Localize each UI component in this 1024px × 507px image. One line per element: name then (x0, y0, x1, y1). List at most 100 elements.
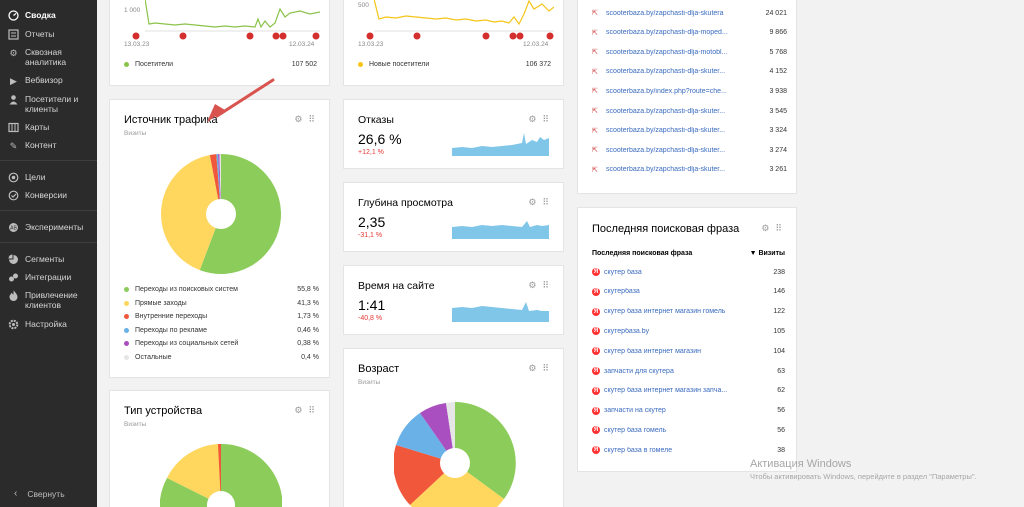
target-icon (8, 172, 19, 183)
url-row[interactable]: ⇱ scooterbaza.by/zapchasti-dlja-skuter..… (592, 107, 787, 116)
phrase-link[interactable]: скутер база интернет магазин запча... (604, 387, 728, 395)
url-row[interactable]: ⇱ scooterbaza.by/zapchasti-dlja-motobl..… (592, 48, 787, 57)
url-link[interactable]: scooterbaza.by/zapchasti-dlja-skuter... (606, 146, 726, 154)
drag-handle-icon[interactable]: ⠿ (775, 223, 782, 233)
metric-title: Время на сайте (358, 280, 435, 292)
traffic-source-card: Источник трафика Визиты ⚙ ⠿ Переходы из … (109, 99, 330, 378)
series-total: 106 372 (525, 61, 551, 68)
phrase-row[interactable]: Я скутер база гомель 56 (592, 426, 785, 435)
drag-handle-icon[interactable]: ⠿ (308, 405, 315, 415)
phrase-row[interactable]: Я запчасти на скутер 56 (592, 406, 785, 415)
gear-icon[interactable]: ⚙ (528, 280, 537, 290)
sidebar-item-integrations[interactable]: Интеграции (0, 272, 97, 283)
url-link[interactable]: scooterbaza.by/zapchasti-dlja-motobl... (606, 48, 728, 56)
phrase-link[interactable]: скутер база интернет магазин (604, 347, 701, 355)
gear-icon[interactable]: ⚙ (528, 363, 537, 373)
pie-slice[interactable] (199, 154, 282, 274)
sidebar-item-content[interactable]: ✎ Контент (0, 140, 97, 151)
pie-slice[interactable] (219, 154, 221, 214)
url-link[interactable]: scooterbaza.by/zapchasti-dlja-moped... (606, 29, 728, 37)
sidebar-item-label: Вебвизор (25, 75, 63, 85)
phrase-link[interactable]: скутербаза.by (604, 327, 650, 335)
phrase-row[interactable]: Я скутербаза.by 105 (592, 327, 785, 336)
phrase-row[interactable]: Я скутер база в гомеле 38 (592, 446, 785, 455)
legend-row[interactable]: Внутренние переходы 1,73 % (124, 313, 319, 320)
url-row[interactable]: ⇱ scooterbaza.by/zapchasti-dlja-skuter..… (592, 68, 787, 76)
phrase-row[interactable]: Я скутер база интернет магазин гомель 12… (592, 307, 785, 316)
legend-row[interactable]: Переходы по рекламе 0,46 % (124, 327, 319, 334)
url-link[interactable]: scooterbaza.by/zapchasti-dlja-skutera (606, 9, 724, 17)
url-link[interactable]: scooterbaza.by/zapchasti-dlja-skuter... (606, 127, 726, 135)
gear-icon[interactable]: ⚙ (294, 405, 303, 415)
url-row[interactable]: ⇱ scooterbaza.by/zapchasti-dlja-skutera … (592, 9, 787, 18)
gear-icon[interactable]: ⚙ (294, 114, 303, 124)
url-row[interactable]: ⇱ scooterbaza.by/zapchasti-dlja-moped...… (592, 29, 787, 37)
url-row[interactable]: ⇱ scooterbaza.by/index.php?route=che... … (592, 87, 787, 96)
pie-slice[interactable] (216, 154, 221, 214)
series-legend: Посетители (124, 61, 173, 68)
sidebar-item-label: Цели (25, 172, 46, 182)
legend-row[interactable]: Остальные 0,4 % (124, 354, 319, 361)
sidebar-item-goals[interactable]: Цели (0, 172, 97, 183)
metric-delta: -31,1 % (358, 232, 383, 239)
legend-label: Переходы по рекламе (135, 326, 208, 334)
collapse-button[interactable]: ‹ Свернуть (14, 488, 65, 499)
metric-title: Глубина просмотра (358, 197, 453, 209)
gear-icon[interactable]: ⚙ (528, 114, 537, 124)
phrase-link[interactable]: скутер база гомель (604, 426, 667, 434)
legend-row[interactable]: Переходы из социальных сетей 0,38 % (124, 340, 319, 347)
url-link[interactable]: scooterbaza.by/zapchasti-dlja-skuter... (606, 166, 726, 174)
sidebar-item-summary[interactable]: Сводка (0, 10, 97, 21)
sidebar-item-visitors[interactable]: Посетители и клиенты (0, 94, 97, 114)
url-link[interactable]: scooterbaza.by/zapchasti-dlja-skuter... (606, 107, 726, 115)
phrase-link[interactable]: скутербаза (604, 288, 640, 296)
drag-handle-icon[interactable]: ⠿ (542, 197, 549, 207)
url-row[interactable]: ⇱ scooterbaza.by/zapchasti-dlja-skuter..… (592, 146, 787, 155)
sidebar-item-crosscut-analytics[interactable]: ⚙ Сквозная аналитика (0, 47, 97, 67)
legend-row[interactable]: Переходы из поисковых систем 55,8 % (124, 286, 319, 293)
sidebar-item-webvisor[interactable]: ▶ Вебвизор (0, 75, 97, 86)
legend-row[interactable]: Прямые заходы 41,3 % (124, 300, 319, 307)
column-header-visits[interactable]: ▼ Визиты (749, 250, 785, 257)
url-row[interactable]: ⇱ scooterbaza.by/zapchasti-dlja-skuter..… (592, 127, 787, 135)
sidebar-item-conversions[interactable]: Конверсии (0, 190, 97, 201)
url-row[interactable]: ⇱ scooterbaza.by/zapchasti-dlja-skuter..… (592, 166, 787, 174)
phrase-link[interactable]: запчасти на скутер (604, 407, 666, 415)
phrase-link[interactable]: скутер база (604, 268, 642, 276)
drag-handle-icon[interactable]: ⠿ (308, 114, 315, 124)
legend-dot (358, 62, 363, 67)
card-title: Последняя поисковая фраза (592, 223, 740, 235)
gear-icon[interactable]: ⚙ (761, 223, 770, 233)
phrase-link[interactable]: скутер база интернет магазин гомель (604, 308, 726, 316)
sidebar-item-label: Посетители и клиенты (25, 94, 79, 114)
phrase-link[interactable]: запчасти для скутера (604, 367, 674, 375)
pie-slice[interactable] (209, 154, 221, 214)
sidebar-item-maps[interactable]: Карты (0, 122, 97, 133)
gear-icon[interactable]: ⚙ (528, 197, 537, 207)
sidebar-item-reports[interactable]: Отчеты (0, 29, 97, 40)
url-link[interactable]: scooterbaza.by/index.php?route=che... (606, 87, 727, 95)
sidebar-item-segments[interactable]: Сегменты (0, 254, 97, 265)
phrase-row[interactable]: Я скутер база 238 (592, 268, 785, 276)
flame-icon (8, 290, 19, 301)
page-icon: ⇱ (592, 147, 598, 155)
y-axis-tick: 500 (358, 2, 369, 9)
phrase-visits: 56 (777, 426, 785, 434)
column-header-phrase[interactable]: Последняя поисковая фраза (592, 250, 693, 257)
phrase-row[interactable]: Я запчасти для скутера 63 (592, 367, 785, 375)
sidebar-item-experiments[interactable]: AB Эксперименты (0, 222, 97, 233)
drag-handle-icon[interactable]: ⠿ (542, 280, 549, 290)
phrase-row[interactable]: Я скутербаза 146 (592, 287, 785, 296)
phrase-row[interactable]: Я скутер база интернет магазин запча... … (592, 386, 785, 395)
url-link[interactable]: scooterbaza.by/zapchasti-dlja-skuter... (606, 68, 726, 76)
pie-slice[interactable] (218, 154, 221, 214)
sidebar-item-acquisition[interactable]: Привлечение клиентов (0, 290, 97, 310)
sidebar-item-settings[interactable]: Настройка (0, 319, 97, 330)
donut-hole (206, 199, 236, 229)
pie-slice[interactable] (161, 155, 221, 271)
drag-handle-icon[interactable]: ⠿ (542, 363, 549, 373)
chevron-left-icon: ‹ (14, 488, 18, 499)
phrase-link[interactable]: скутер база в гомеле (604, 446, 673, 454)
drag-handle-icon[interactable]: ⠿ (542, 114, 549, 124)
phrase-row[interactable]: Я скутер база интернет магазин 104 (592, 347, 785, 356)
